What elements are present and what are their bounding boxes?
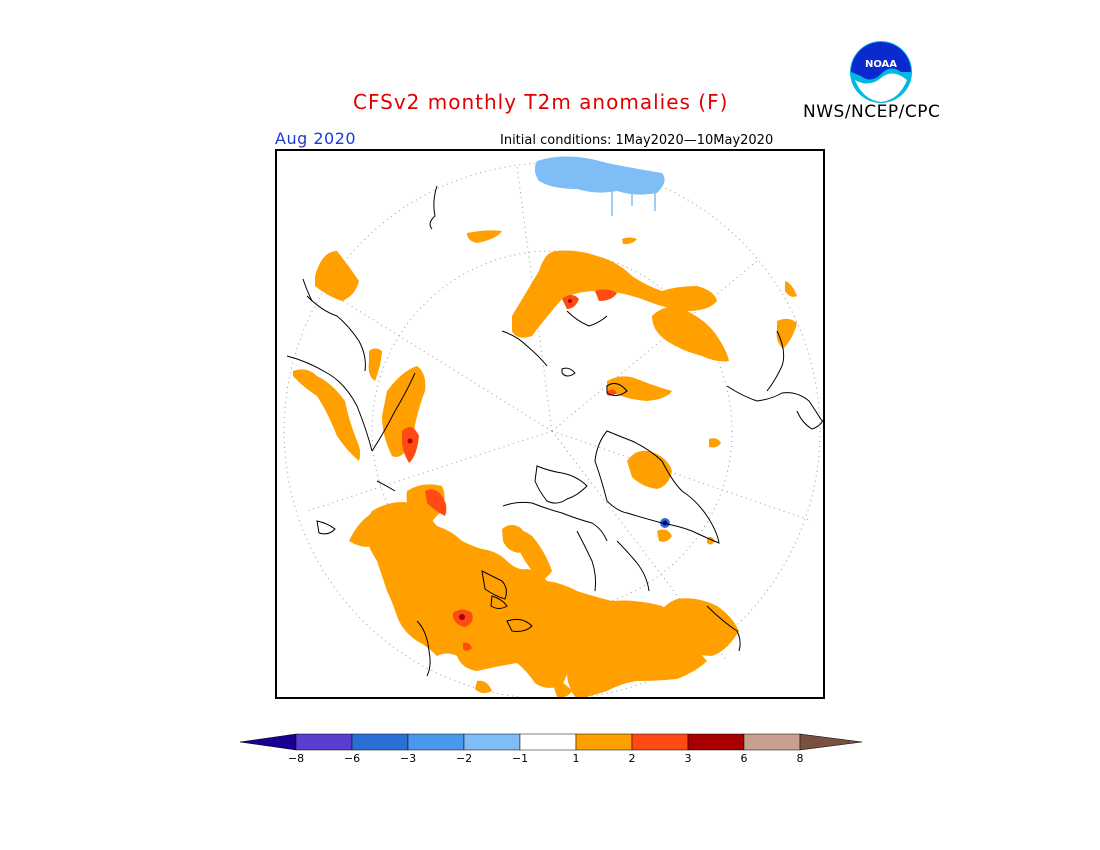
valid-month: Aug 2020 <box>275 129 357 148</box>
initial-conditions: Initial conditions: 1May2020—10May2020 <box>500 133 774 148</box>
latitude-circle-outer <box>283 162 821 697</box>
polar-map <box>283 156 823 697</box>
legend-tick-label: −8 <box>287 752 305 765</box>
legend-swatch <box>351 733 409 751</box>
legend-tick-label: −2 <box>455 752 473 765</box>
legend-arrow-high <box>799 733 862 751</box>
legend-swatch <box>575 733 633 751</box>
legend-tick-label: −6 <box>343 752 361 765</box>
chart-title: CFSv2 monthly T2m anomalies (F) <box>353 90 729 114</box>
coastlines <box>286 185 823 677</box>
cool-streaks <box>611 191 656 216</box>
very-hot-anomaly-regions <box>407 299 572 620</box>
latitude-circle-inner <box>371 250 733 612</box>
legend-swatch <box>463 733 521 751</box>
warm-anomaly-regions <box>293 230 797 697</box>
legend-tick-label: 2 <box>628 752 636 765</box>
noaa-logo: NOAA <box>850 41 912 103</box>
logo-text: NOAA <box>865 59 897 70</box>
agency-label: NWS/NCEP/CPC <box>803 102 941 122</box>
legend-swatch <box>743 733 801 751</box>
legend-swatch <box>407 733 465 751</box>
map-frame <box>275 149 825 699</box>
legend-tick-label: 6 <box>740 752 748 765</box>
legend-swatch <box>687 733 745 751</box>
legend-swatch <box>631 733 689 751</box>
legend-tick-label: 1 <box>572 752 580 765</box>
legend-tick-label: −1 <box>511 752 529 765</box>
legend-tick-label: −3 <box>399 752 417 765</box>
legend-tick-label: 3 <box>684 752 692 765</box>
cool-anomaly-region <box>534 156 665 195</box>
legend-tick-label: 8 <box>796 752 804 765</box>
color-legend <box>240 733 862 751</box>
legend-swatch <box>519 733 577 751</box>
legend-swatch <box>295 733 353 751</box>
legend-arrow-low <box>240 733 297 751</box>
